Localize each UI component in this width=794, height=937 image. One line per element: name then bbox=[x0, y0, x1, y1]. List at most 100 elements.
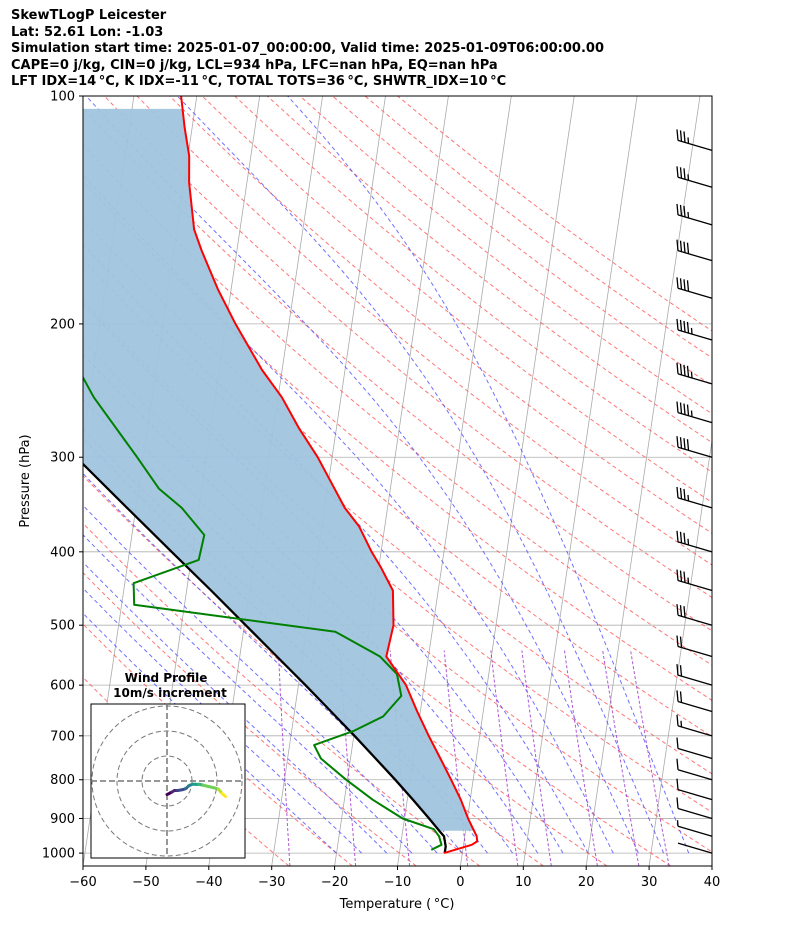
dry-adiabat-line bbox=[83, 522, 481, 866]
index-line: LFT IDX=14 °C, K IDX=-11 °C, TOTAL TOTS=… bbox=[11, 74, 507, 89]
isotherm-line bbox=[711, 863, 712, 866]
y-axis-label: Pressure (hPa) bbox=[18, 434, 33, 527]
moist-adiabat-line bbox=[83, 587, 363, 854]
mixing-ratio-line bbox=[339, 650, 357, 866]
moist-adiabat-line bbox=[287, 96, 690, 854]
x-tick-label: −20 bbox=[321, 875, 348, 890]
moist-adiabat-line bbox=[83, 243, 589, 854]
dry-adiabat-line bbox=[83, 341, 712, 853]
isotherm-line bbox=[522, 96, 638, 866]
x-tick-label: 30 bbox=[641, 875, 658, 890]
moist-adiabat-line bbox=[83, 398, 513, 854]
wind-barb bbox=[676, 239, 713, 262]
mixing-ratio-line bbox=[602, 650, 640, 866]
x-tick-label: −40 bbox=[195, 875, 222, 890]
y-tick-label: 1000 bbox=[42, 847, 75, 862]
wind-barb bbox=[676, 635, 713, 658]
wind-barb bbox=[676, 820, 713, 837]
wind-barb bbox=[676, 758, 713, 781]
wind-barb bbox=[676, 318, 713, 341]
x-tick-label: −10 bbox=[384, 875, 411, 890]
location-line: Lat: 52.61 Lon: -1.03 bbox=[11, 24, 164, 40]
isotherm-line bbox=[0, 96, 8, 866]
wind-barb bbox=[676, 166, 713, 188]
chart-title: SkewTLogP Leicester bbox=[11, 8, 167, 23]
profile-lines bbox=[83, 96, 479, 855]
moist-adiabat-line bbox=[83, 302, 564, 854]
dry-adiabat-line bbox=[266, 96, 712, 444]
x-tick-label: 40 bbox=[704, 875, 721, 890]
y-tick-label: 500 bbox=[50, 619, 75, 634]
moist-adiabat-line bbox=[83, 612, 337, 854]
wind-barb bbox=[676, 486, 713, 509]
dry-adiabat-line bbox=[83, 143, 712, 666]
x-tick-label: −30 bbox=[258, 875, 285, 890]
cape-line: CAPE=0 j/kg, CIN=0 j/kg, LCL=934 hPa, LF… bbox=[11, 57, 498, 73]
wind-barb bbox=[676, 690, 713, 713]
y-tick-label: 300 bbox=[50, 451, 75, 466]
x-tick-label: −50 bbox=[132, 875, 159, 890]
wind-barb bbox=[676, 778, 713, 801]
x-tick-label: 20 bbox=[578, 875, 595, 890]
parcel-line bbox=[83, 462, 447, 854]
moist-adiabat-line bbox=[85, 96, 639, 854]
mixing-ratio-line bbox=[564, 650, 598, 866]
wind-barb bbox=[676, 604, 713, 626]
mixing-ratio-line bbox=[490, 650, 519, 866]
wind-barb bbox=[676, 203, 713, 226]
y-tick-label: 100 bbox=[50, 90, 75, 105]
y-tick-label: 200 bbox=[50, 317, 75, 332]
moist-adiabat-line bbox=[83, 174, 614, 854]
wind-barb bbox=[677, 842, 713, 854]
x-tick-label: 0 bbox=[456, 875, 464, 890]
isotherm-line bbox=[460, 96, 575, 866]
isotherm-line bbox=[648, 437, 712, 866]
wind-barb bbox=[676, 401, 713, 424]
y-axis: 100 200 300 400 500 600 700 800 900 1000 bbox=[42, 90, 83, 862]
cin-shading-area bbox=[83, 108, 474, 831]
moist-adiabat-line bbox=[83, 504, 438, 854]
isotherm-line bbox=[0, 96, 71, 866]
dry-adiabat-line bbox=[169, 96, 712, 534]
wind-barb bbox=[676, 797, 713, 820]
hodograph-subtitle: 10m/s increment bbox=[113, 686, 227, 700]
dry-adiabat-line bbox=[83, 623, 353, 866]
cape-cin-shading bbox=[83, 108, 474, 831]
x-tick-label: −60 bbox=[69, 875, 96, 890]
hodograph-segment bbox=[222, 793, 227, 798]
mixing-ratio-line bbox=[443, 650, 469, 866]
wind-barb bbox=[676, 277, 713, 299]
x-axis: −60 −50 −40 −30 −20 −10 0 10 20 30 40 bbox=[69, 866, 720, 890]
wind-barb bbox=[676, 737, 713, 760]
y-tick-label: 900 bbox=[50, 812, 75, 827]
y-tick-label: 800 bbox=[50, 773, 75, 788]
dry-adiabat-line bbox=[83, 107, 712, 632]
x-axis-label: Temperature ( °C) bbox=[339, 897, 455, 912]
dewpoint-line bbox=[83, 375, 443, 851]
mixing-ratio-line bbox=[277, 650, 291, 866]
moist-adiabat-line bbox=[176, 96, 665, 854]
wind-barb bbox=[676, 362, 713, 385]
y-tick-label: 700 bbox=[50, 729, 75, 744]
x-tick-label: 10 bbox=[515, 875, 532, 890]
mixing-ratio-line bbox=[630, 650, 670, 866]
wind-barbs bbox=[676, 129, 713, 854]
wind-barb bbox=[676, 714, 713, 737]
wind-barb bbox=[676, 664, 713, 686]
mixing-ratio-line bbox=[521, 650, 552, 866]
dry-adiabat-line bbox=[83, 572, 417, 866]
wind-barb bbox=[676, 129, 713, 152]
wind-barb bbox=[676, 569, 713, 592]
y-tick-label: 400 bbox=[50, 545, 75, 560]
y-tick-label: 600 bbox=[50, 679, 75, 694]
hodograph-title: Wind Profile bbox=[125, 671, 208, 685]
time-line: Simulation start time: 2025-01-07_00:00:… bbox=[11, 41, 604, 56]
wind-barb bbox=[676, 530, 713, 553]
isotherm-line bbox=[585, 96, 701, 866]
chart-title-block: SkewTLogP Leicester Lat: 52.61 Lon: -1.0… bbox=[11, 8, 604, 91]
isotherm-line bbox=[334, 96, 449, 866]
temperature-line bbox=[180, 96, 479, 855]
dry-adiabat-line bbox=[234, 96, 712, 473]
